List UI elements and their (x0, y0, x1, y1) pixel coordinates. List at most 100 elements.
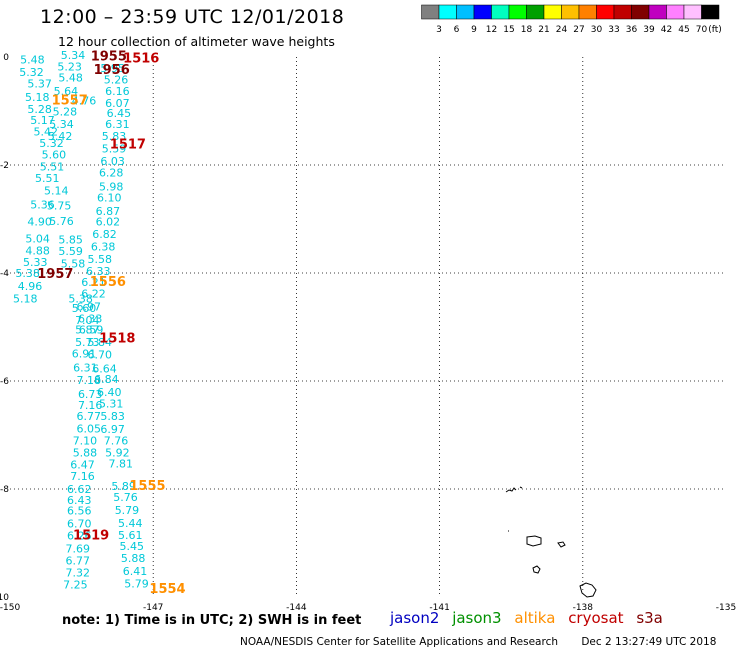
pass-time-label: 1555 (129, 479, 165, 494)
wave-height-value: 6.07 (105, 97, 130, 110)
wave-height-value: 7.04 (75, 314, 100, 327)
wave-height-value: 6.77 (66, 554, 91, 567)
wave-height-value: 5.14 (44, 184, 69, 197)
pass-time-label: 1554 (149, 582, 185, 597)
wave-height-value: 5.18 (13, 292, 38, 305)
wave-height-value: 5.59 (58, 245, 83, 258)
wave-height-value: 6.87 (96, 205, 121, 218)
wave-height-value: 5.04 (25, 232, 50, 245)
wave-height-value: 6.31 (73, 362, 98, 375)
wave-height-value: 6.02 (96, 216, 121, 229)
wave-height-value: 5.48 (20, 54, 45, 67)
generated-timestamp: Dec 2 13:27:49 UTC 2018 (581, 636, 717, 648)
wave-height-value: 6.77 (77, 410, 102, 423)
wave-height-value: 5.51 (35, 172, 60, 185)
wave-height-value: 6.62 (67, 483, 92, 496)
color-unit-label: (ft) (708, 25, 722, 35)
wave-height-value: 5.37 (27, 77, 52, 90)
wave-height-value: 7.32 (66, 567, 91, 580)
x-tick-label: -144 (286, 603, 307, 613)
y-tick-label: -10 (0, 593, 9, 603)
wave-height-value: 5.79 (115, 504, 140, 517)
color-swatch (701, 4, 720, 20)
wave-height-value: 5.85 (58, 234, 83, 247)
wave-height-value: 6.22 (81, 288, 106, 301)
wave-height-value: 6.97 (100, 423, 125, 436)
wave-height-value: 5.44 (118, 517, 143, 530)
y-tick-label: -2 (0, 161, 9, 171)
wave-height-value: 6.05 (77, 423, 102, 436)
y-tick-label: 0 (3, 53, 9, 63)
pass-time-label: 1557 (52, 94, 88, 109)
wave-height-value: 6.43 (67, 494, 92, 507)
satellite-legend: jason2 jason3 altika cryosat s3a (390, 609, 671, 627)
wave-height-value: 7.69 (66, 542, 91, 555)
footnote: note: 1) Time is in UTC; 2) SWH is in fe… (62, 613, 362, 628)
wave-height-value: 6.40 (97, 386, 122, 399)
x-tick-label: -150 (0, 603, 20, 613)
wave-height-value: 6.38 (91, 241, 116, 254)
wave-height-value: 6.64 (92, 363, 117, 376)
wave-height-value: 5.79 (124, 578, 149, 591)
island-outline (579, 582, 597, 598)
wave-height-value: 5.89 (111, 480, 136, 493)
wave-height-value: 6.84 (94, 373, 119, 386)
pass-time-label: 1957 (37, 267, 73, 282)
wave-height-value: 5.88 (121, 552, 146, 565)
wave-height-value: 7.18 (77, 374, 102, 387)
color-level-label: 36 (626, 25, 638, 35)
color-level-label: 45 (678, 25, 689, 35)
y-tick-label: -6 (0, 377, 9, 387)
legend-altika: altika (514, 609, 556, 627)
legend-s3a: s3a (636, 609, 663, 627)
wave-height-value: 5.31 (99, 398, 124, 411)
wave-height-value: 7.16 (70, 470, 95, 483)
pass-time-label: 1516 (123, 52, 159, 67)
color-level-label: 18 (521, 25, 533, 35)
wave-height-value: 5.34 (61, 49, 86, 62)
wave-height-value: 5.18 (25, 91, 50, 104)
color-level-label: 6 (454, 25, 460, 35)
wave-height-value: 5.88 (73, 446, 98, 459)
wave-height-value: 5.51 (40, 161, 65, 174)
wave-height-value: 4.96 (18, 280, 43, 293)
wave-height-value: 5.59 (102, 142, 127, 155)
wave-height-value: 5.76 (49, 215, 74, 228)
wave-height-value: 7.10 (73, 434, 98, 447)
legend-cryosat: cryosat (568, 609, 624, 627)
wave-height-value: 5.76 (113, 491, 138, 504)
island-outline (526, 535, 542, 547)
wave-height-value: 5.23 (57, 61, 82, 74)
wave-height-value: 5.98 (99, 181, 124, 194)
wave-height-value: 6.73 (78, 388, 103, 401)
wave-height-value: 6.59 (79, 324, 104, 337)
wave-height-value: 6.97 (77, 300, 102, 313)
wave-height-value: 5.42 (34, 126, 59, 139)
wave-height-value: 5.28 (27, 103, 52, 116)
wave-height-value: 5.17 (30, 114, 55, 127)
x-tick-label: -135 (716, 603, 736, 613)
wave-height-value: 5.48 (58, 72, 83, 85)
wave-height-value: 5.45 (119, 540, 144, 553)
wave-height-value: 5.26 (104, 74, 129, 87)
wave-height-value: 5.64 (54, 85, 79, 98)
wave-height-value: 6.82 (92, 228, 117, 241)
wave-height-value: 6.45 (107, 107, 132, 120)
wave-height-value: 5.61 (118, 529, 143, 542)
wave-height-value: 6.70 (87, 349, 112, 362)
wave-height-value: 5.32 (19, 66, 44, 79)
wave-height-value: 4.76 (72, 95, 97, 108)
color-level-label: 21 (538, 25, 549, 35)
wave-height-value: 6.28 (99, 167, 124, 180)
wave-height-value: 6.33 (78, 312, 103, 325)
wave-height-value: 5.73 (75, 336, 100, 349)
wave-height-value: 6.56 (67, 505, 92, 518)
color-level-label: 27 (573, 25, 584, 35)
color-level-label: 9 (471, 25, 477, 35)
wave-height-value: 6.03 (100, 155, 125, 168)
chart-title: 12:00 – 23:59 UTC 12/01/2018 (40, 6, 345, 28)
coastline (505, 486, 597, 598)
wave-height-value: 7.76 (104, 434, 129, 447)
wave-height-value: 6.16 (105, 85, 130, 98)
